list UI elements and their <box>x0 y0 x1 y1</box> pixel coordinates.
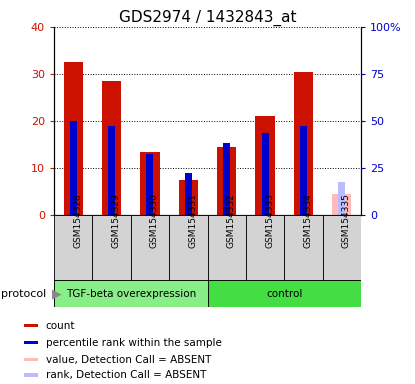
Bar <box>223 142 230 215</box>
Text: GSM154330: GSM154330 <box>150 193 159 248</box>
Bar <box>300 126 307 215</box>
Text: GSM154333: GSM154333 <box>265 193 274 248</box>
Text: TGF-beta overexpression: TGF-beta overexpression <box>66 289 196 299</box>
Text: protocol: protocol <box>1 289 50 299</box>
Bar <box>246 215 284 280</box>
Bar <box>185 173 192 215</box>
Bar <box>323 215 361 280</box>
Text: GSM154329: GSM154329 <box>112 193 120 248</box>
Bar <box>108 126 115 215</box>
Bar <box>146 154 154 215</box>
Bar <box>169 215 208 280</box>
Bar <box>70 121 77 215</box>
Bar <box>217 147 236 215</box>
Bar <box>63 62 83 215</box>
Text: GDS2974 / 1432843_at: GDS2974 / 1432843_at <box>119 10 296 26</box>
Text: GSM154331: GSM154331 <box>188 193 197 248</box>
Bar <box>93 215 131 280</box>
Bar <box>140 152 159 215</box>
Bar <box>261 133 269 215</box>
Text: control: control <box>266 289 303 299</box>
Bar <box>102 81 121 215</box>
Bar <box>24 358 38 361</box>
Bar <box>179 180 198 215</box>
Text: percentile rank within the sample: percentile rank within the sample <box>46 338 222 348</box>
Bar <box>54 215 92 280</box>
Bar <box>54 280 208 307</box>
Text: GSM154332: GSM154332 <box>227 193 236 248</box>
Bar <box>24 341 38 344</box>
Bar <box>294 71 313 215</box>
Text: GSM154328: GSM154328 <box>73 193 82 248</box>
Bar <box>24 373 38 377</box>
Text: ▶: ▶ <box>52 287 61 300</box>
Bar <box>208 215 246 280</box>
Bar <box>332 194 352 215</box>
Bar <box>24 324 38 327</box>
Text: GSM154334: GSM154334 <box>303 193 312 248</box>
Bar <box>256 116 275 215</box>
Bar <box>131 215 169 280</box>
Text: rank, Detection Call = ABSENT: rank, Detection Call = ABSENT <box>46 370 206 380</box>
Bar <box>338 182 345 215</box>
Bar <box>208 280 361 307</box>
Text: GSM154335: GSM154335 <box>342 193 351 248</box>
Text: count: count <box>46 321 75 331</box>
Bar <box>284 215 323 280</box>
Text: value, Detection Call = ABSENT: value, Detection Call = ABSENT <box>46 354 211 364</box>
